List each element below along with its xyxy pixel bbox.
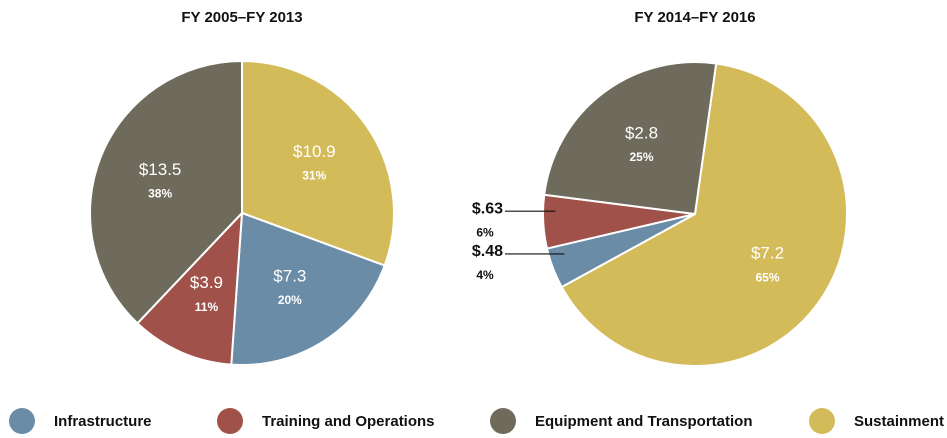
value-label: $7.2 [751, 244, 784, 263]
percent-label: 20% [278, 293, 302, 307]
legend-label: Infrastructure [54, 413, 152, 430]
pie-slice [135, 210, 244, 366]
percent-label: 38% [148, 187, 172, 201]
legend-swatch [9, 408, 35, 434]
legend-swatch [490, 408, 516, 434]
value-label: $10.9 [293, 142, 336, 161]
legend-label: Equipment and Transportation [535, 413, 753, 430]
pie-slice [230, 211, 386, 366]
chart-title: FY 2014–FY 2016 [634, 9, 755, 26]
legend-label: Training and Operations [262, 413, 435, 430]
percent-label: 11% [195, 300, 219, 314]
legend-swatch [809, 408, 835, 434]
value-label: $13.5 [139, 160, 182, 179]
value-label: $2.8 [625, 123, 658, 142]
percent-label: 6% [476, 225, 494, 239]
pie-slice [543, 61, 718, 216]
percent-label: 4% [476, 268, 494, 282]
value-label: $3.9 [190, 273, 223, 292]
value-label: $.63 [472, 200, 503, 217]
percent-label: 31% [302, 169, 326, 183]
chart-title: FY 2005–FY 2013 [181, 9, 302, 26]
legend-label: Sustainment [854, 413, 944, 430]
percent-label: 65% [756, 270, 780, 284]
percent-label: 25% [629, 150, 653, 164]
pie-slice [89, 59, 243, 325]
pie-slice [241, 59, 395, 267]
legend-swatch [217, 408, 243, 434]
value-label: $.48 [472, 243, 503, 260]
pie-slice [560, 62, 848, 367]
value-label: $7.3 [273, 267, 306, 286]
